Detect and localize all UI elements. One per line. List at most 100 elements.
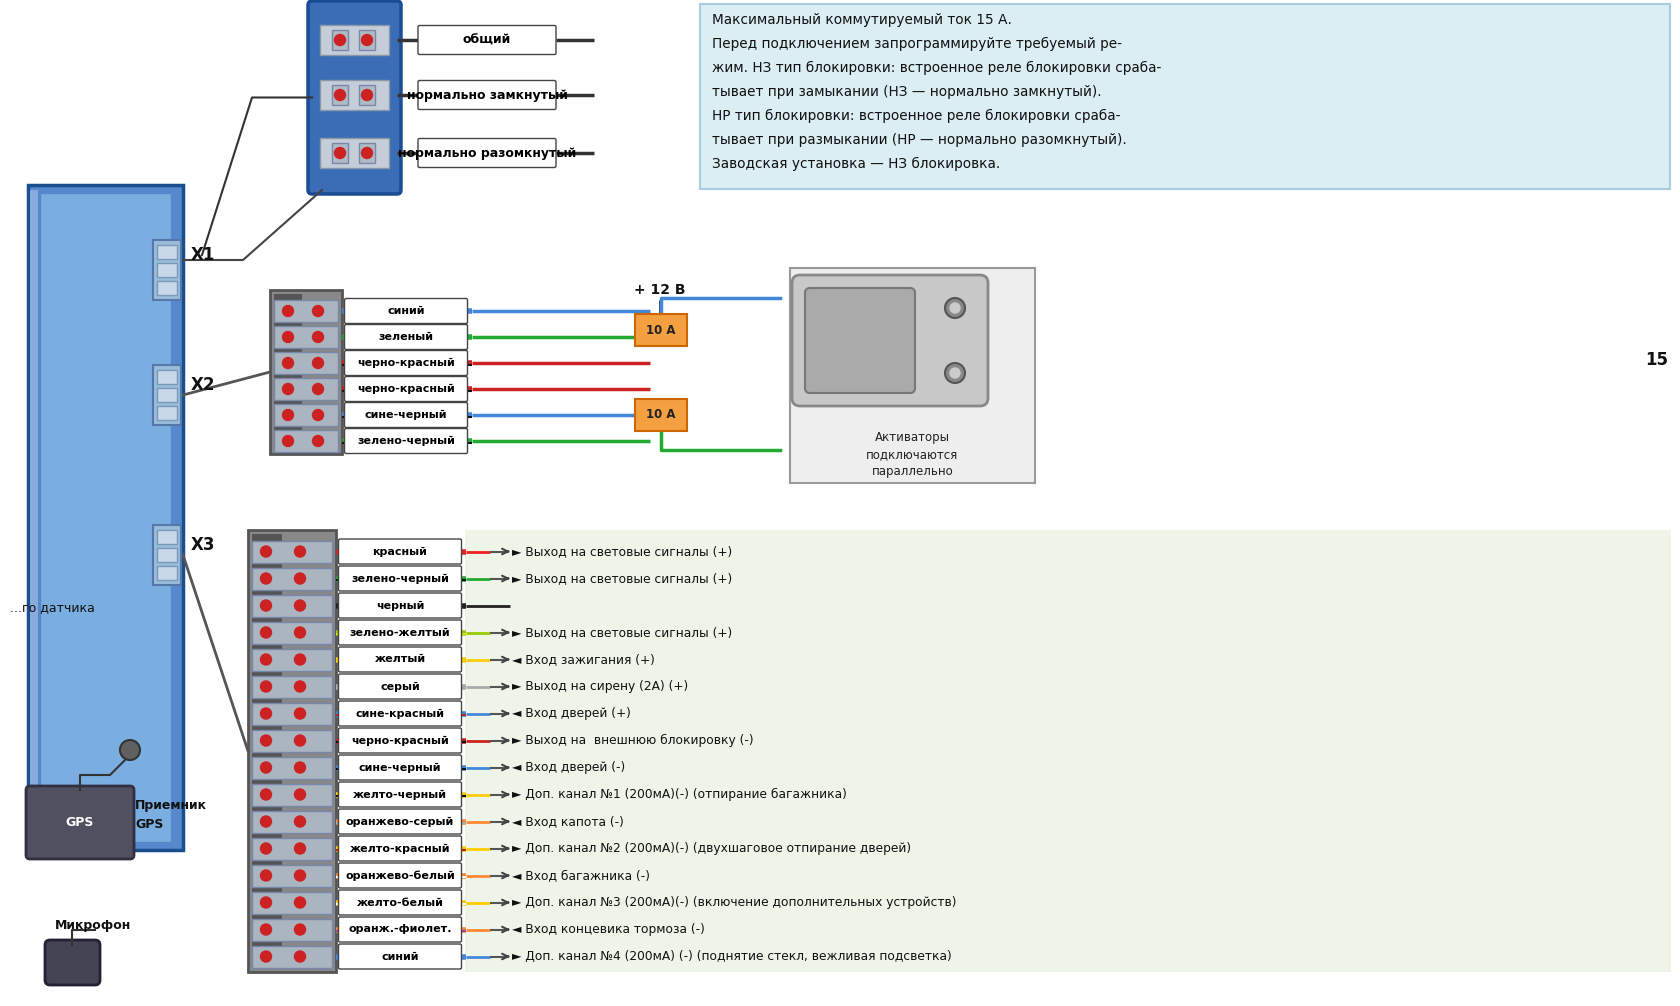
Circle shape — [312, 357, 323, 368]
Circle shape — [260, 654, 272, 665]
Bar — [252, 649, 333, 671]
Circle shape — [312, 383, 323, 394]
Circle shape — [944, 363, 964, 383]
Bar — [252, 567, 333, 590]
Bar — [156, 406, 176, 420]
Text: синий: синий — [381, 952, 418, 962]
Text: сине-черный: сине-черный — [358, 763, 440, 773]
Bar — [333, 85, 348, 105]
Circle shape — [260, 816, 272, 827]
Text: ► Выход на световые сигналы (+): ► Выход на световые сигналы (+) — [512, 572, 732, 585]
Text: GPS: GPS — [134, 819, 163, 832]
Circle shape — [260, 708, 272, 719]
Bar — [319, 25, 388, 55]
Bar — [252, 757, 333, 779]
Bar — [635, 399, 687, 431]
Bar — [252, 702, 333, 724]
Text: Максимальный коммутируемый ток 15 А.: Максимальный коммутируемый ток 15 А. — [712, 13, 1011, 27]
Circle shape — [282, 306, 294, 317]
Circle shape — [260, 870, 272, 881]
Text: 15: 15 — [1645, 351, 1667, 369]
FancyBboxPatch shape — [344, 325, 467, 349]
Bar — [252, 891, 333, 913]
FancyBboxPatch shape — [338, 754, 462, 780]
Bar — [252, 864, 333, 886]
FancyBboxPatch shape — [344, 376, 467, 401]
Circle shape — [260, 924, 272, 935]
Circle shape — [294, 600, 306, 611]
Circle shape — [260, 762, 272, 773]
Circle shape — [312, 332, 323, 342]
Text: ► Доп. канал №4 (200мА) (-) (поднятие стекл, вежливая подсветка): ► Доп. канал №4 (200мА) (-) (поднятие ст… — [512, 950, 951, 963]
Text: ◄ Вход багажника (-): ◄ Вход багажника (-) — [512, 869, 650, 882]
Circle shape — [294, 573, 306, 584]
Text: серый: серый — [380, 681, 420, 691]
Circle shape — [334, 148, 346, 159]
Bar — [699, 4, 1668, 189]
Text: нормально замкнутый: нормально замкнутый — [407, 89, 568, 102]
FancyBboxPatch shape — [338, 890, 462, 915]
Text: зелено-черный: зелено-черный — [356, 436, 455, 446]
Bar — [252, 811, 333, 833]
Bar — [270, 290, 341, 454]
Bar — [156, 566, 176, 580]
Bar — [274, 404, 338, 426]
Bar — [249, 530, 336, 972]
Bar — [790, 268, 1035, 483]
Bar — [319, 80, 388, 110]
FancyBboxPatch shape — [338, 674, 462, 699]
Text: X3: X3 — [192, 536, 215, 554]
Text: оранжево-белый: оранжево-белый — [344, 870, 455, 880]
Bar — [156, 388, 176, 402]
Bar — [252, 675, 333, 697]
Circle shape — [260, 951, 272, 962]
Bar — [29, 185, 183, 850]
Text: GPS: GPS — [66, 816, 94, 829]
FancyBboxPatch shape — [338, 917, 462, 942]
Text: ► Выход на сирену (2А) (+): ► Выход на сирену (2А) (+) — [512, 680, 687, 693]
Text: сине-красный: сине-красный — [354, 708, 444, 718]
FancyBboxPatch shape — [344, 429, 467, 454]
Circle shape — [119, 740, 139, 760]
FancyBboxPatch shape — [45, 940, 99, 985]
Bar — [274, 378, 338, 400]
Text: черно-красный: черно-красный — [356, 358, 455, 368]
Text: оранжево-серый: оранжево-серый — [346, 817, 454, 827]
Bar — [274, 352, 338, 374]
Circle shape — [944, 298, 964, 318]
Bar — [360, 30, 375, 50]
Bar — [635, 314, 687, 346]
Circle shape — [361, 148, 373, 159]
Bar — [252, 784, 333, 806]
Circle shape — [294, 843, 306, 854]
FancyBboxPatch shape — [338, 647, 462, 672]
Bar — [252, 918, 333, 941]
Circle shape — [334, 90, 346, 101]
FancyBboxPatch shape — [338, 836, 462, 861]
FancyBboxPatch shape — [418, 139, 556, 168]
Circle shape — [312, 306, 323, 317]
Circle shape — [294, 735, 306, 746]
Text: X1: X1 — [192, 246, 215, 264]
Circle shape — [361, 34, 373, 45]
Circle shape — [949, 368, 959, 378]
FancyBboxPatch shape — [338, 566, 462, 591]
Text: 10 А: 10 А — [645, 408, 675, 422]
Circle shape — [260, 627, 272, 638]
Bar — [333, 143, 348, 163]
FancyBboxPatch shape — [418, 80, 556, 110]
Text: + 12 В: + 12 В — [633, 283, 685, 297]
Text: желтый: желтый — [375, 655, 425, 665]
Bar — [360, 143, 375, 163]
FancyBboxPatch shape — [791, 275, 988, 406]
Bar — [252, 838, 333, 859]
Text: ► Выход на световые сигналы (+): ► Выход на световые сигналы (+) — [512, 545, 732, 558]
Circle shape — [282, 383, 294, 394]
Text: Активаторы
подключаются
параллельно: Активаторы подключаются параллельно — [865, 432, 958, 479]
Circle shape — [312, 436, 323, 447]
Text: ► Выход на световые сигналы (+): ► Выход на световые сигналы (+) — [512, 626, 732, 639]
Bar — [156, 281, 176, 295]
Bar — [252, 595, 333, 617]
Text: ► Доп. канал №2 (200мА)(-) (двухшаговое отпирание дверей): ► Доп. канал №2 (200мА)(-) (двухшаговое … — [512, 842, 911, 855]
Text: ◄ Вход капота (-): ◄ Вход капота (-) — [512, 815, 623, 828]
